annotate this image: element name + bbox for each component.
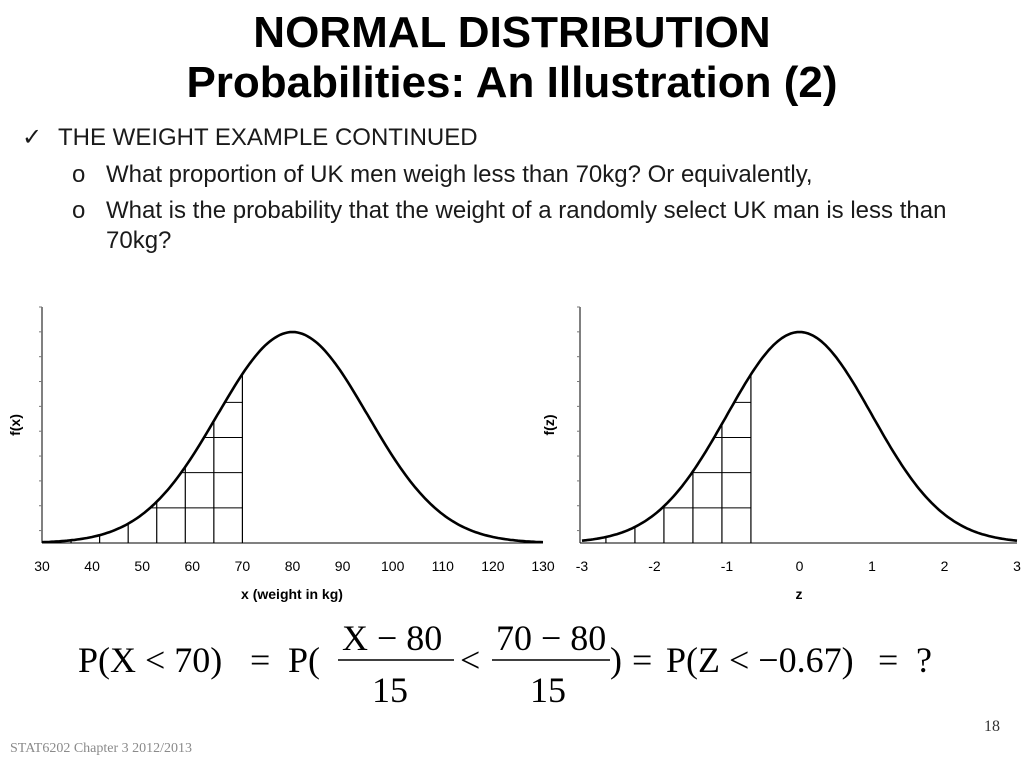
x-axis-label: x (weight in kg) — [241, 586, 343, 602]
x-tick-label: 60 — [185, 558, 201, 574]
x-tick-label: -3 — [576, 558, 589, 574]
formula-svg: P(X < 70) = P( X − 80 15 < 70 − 80 15 ) … — [78, 618, 932, 710]
density-curve — [581, 330, 1018, 542]
sub-bullet: o What is the probability that the weigh… — [22, 196, 1012, 256]
y-axis-label: f(z) — [541, 415, 557, 436]
x-tick-label: 0 — [796, 558, 804, 574]
footer-course: STAT6202 Chapter 3 2012/2013 — [10, 741, 193, 756]
formula-less-than: < — [460, 640, 480, 680]
probability-formula: P(X < 70) = P( X − 80 15 < 70 − 80 15 ) … — [70, 610, 970, 710]
x-tick-label: 30 — [34, 558, 50, 574]
formula-lhs: P(X < 70) — [78, 640, 222, 680]
formula-denominator-1: 15 — [372, 670, 408, 710]
z-distribution-chart: -3 -2 -1 0 1 2 3 z f(z) — [541, 306, 1021, 602]
y-axis-label: f(x) — [7, 414, 23, 436]
x-axis-label: z — [796, 586, 803, 602]
sub-bullet-text: What is the probability that the weight … — [106, 197, 947, 254]
x-tick-label: 90 — [335, 558, 351, 574]
sub-bullet: o What proportion of UK men weigh less t… — [22, 160, 1012, 190]
x-tick-label: 3 — [1013, 558, 1021, 574]
weight-distribution-chart: 30 40 50 60 70 80 90 100 110 120 130 x (weight in k… — [7, 306, 555, 602]
formula-p-close: ) — [610, 640, 622, 680]
formula-equals-1: = — [250, 640, 270, 680]
x-tick-label: -1 — [721, 558, 734, 574]
x-tick-label: 120 — [481, 558, 505, 574]
x-tick-label: 1 — [868, 558, 876, 574]
x-tick-label: 2 — [941, 558, 949, 574]
x-tick-label: 110 — [432, 558, 455, 574]
x-tick-label: 70 — [235, 558, 251, 574]
x-tick-label: 80 — [285, 558, 301, 574]
main-bullet-text: THE WEIGHT EXAMPLE CONTINUED — [58, 124, 478, 151]
slide-title: NORMAL DISTRIBUTION Probabilities: An Il… — [0, 8, 1024, 108]
formula-numerator-2: 70 − 80 — [496, 618, 606, 658]
main-bullet: ✓ THE WEIGHT EXAMPLE CONTINUED — [22, 122, 1012, 154]
checkmark-icon: ✓ — [22, 124, 43, 151]
formula-numerator-1: X − 80 — [342, 618, 442, 658]
title-line-1: NORMAL DISTRIBUTION — [253, 8, 771, 57]
page-number: 18 — [984, 718, 1000, 735]
formula-equals-2: = — [632, 640, 652, 680]
density-curve — [41, 330, 544, 544]
sub-bullet-marker: o — [72, 161, 86, 188]
x-tick-label: 40 — [84, 558, 100, 574]
x-tick-label: 100 — [381, 558, 405, 574]
formula-equals-3: = — [878, 640, 898, 680]
title-line-2: Probabilities: An Illustration (2) — [186, 58, 838, 107]
formula-denominator-2: 15 — [530, 670, 566, 710]
sub-bullet-marker: o — [72, 197, 86, 224]
x-tick-label: -2 — [648, 558, 661, 574]
formula-p-open: P( — [288, 640, 320, 680]
sub-bullet-text: What proportion of UK men weigh less tha… — [106, 161, 813, 188]
formula-result: ? — [916, 640, 932, 680]
x-tick-label: 130 — [531, 558, 555, 574]
x-tick-label: 50 — [134, 558, 150, 574]
bullet-list: ✓ THE WEIGHT EXAMPLE CONTINUED o What pr… — [22, 122, 1012, 256]
formula-mid: P(Z < −0.67) — [666, 640, 854, 680]
